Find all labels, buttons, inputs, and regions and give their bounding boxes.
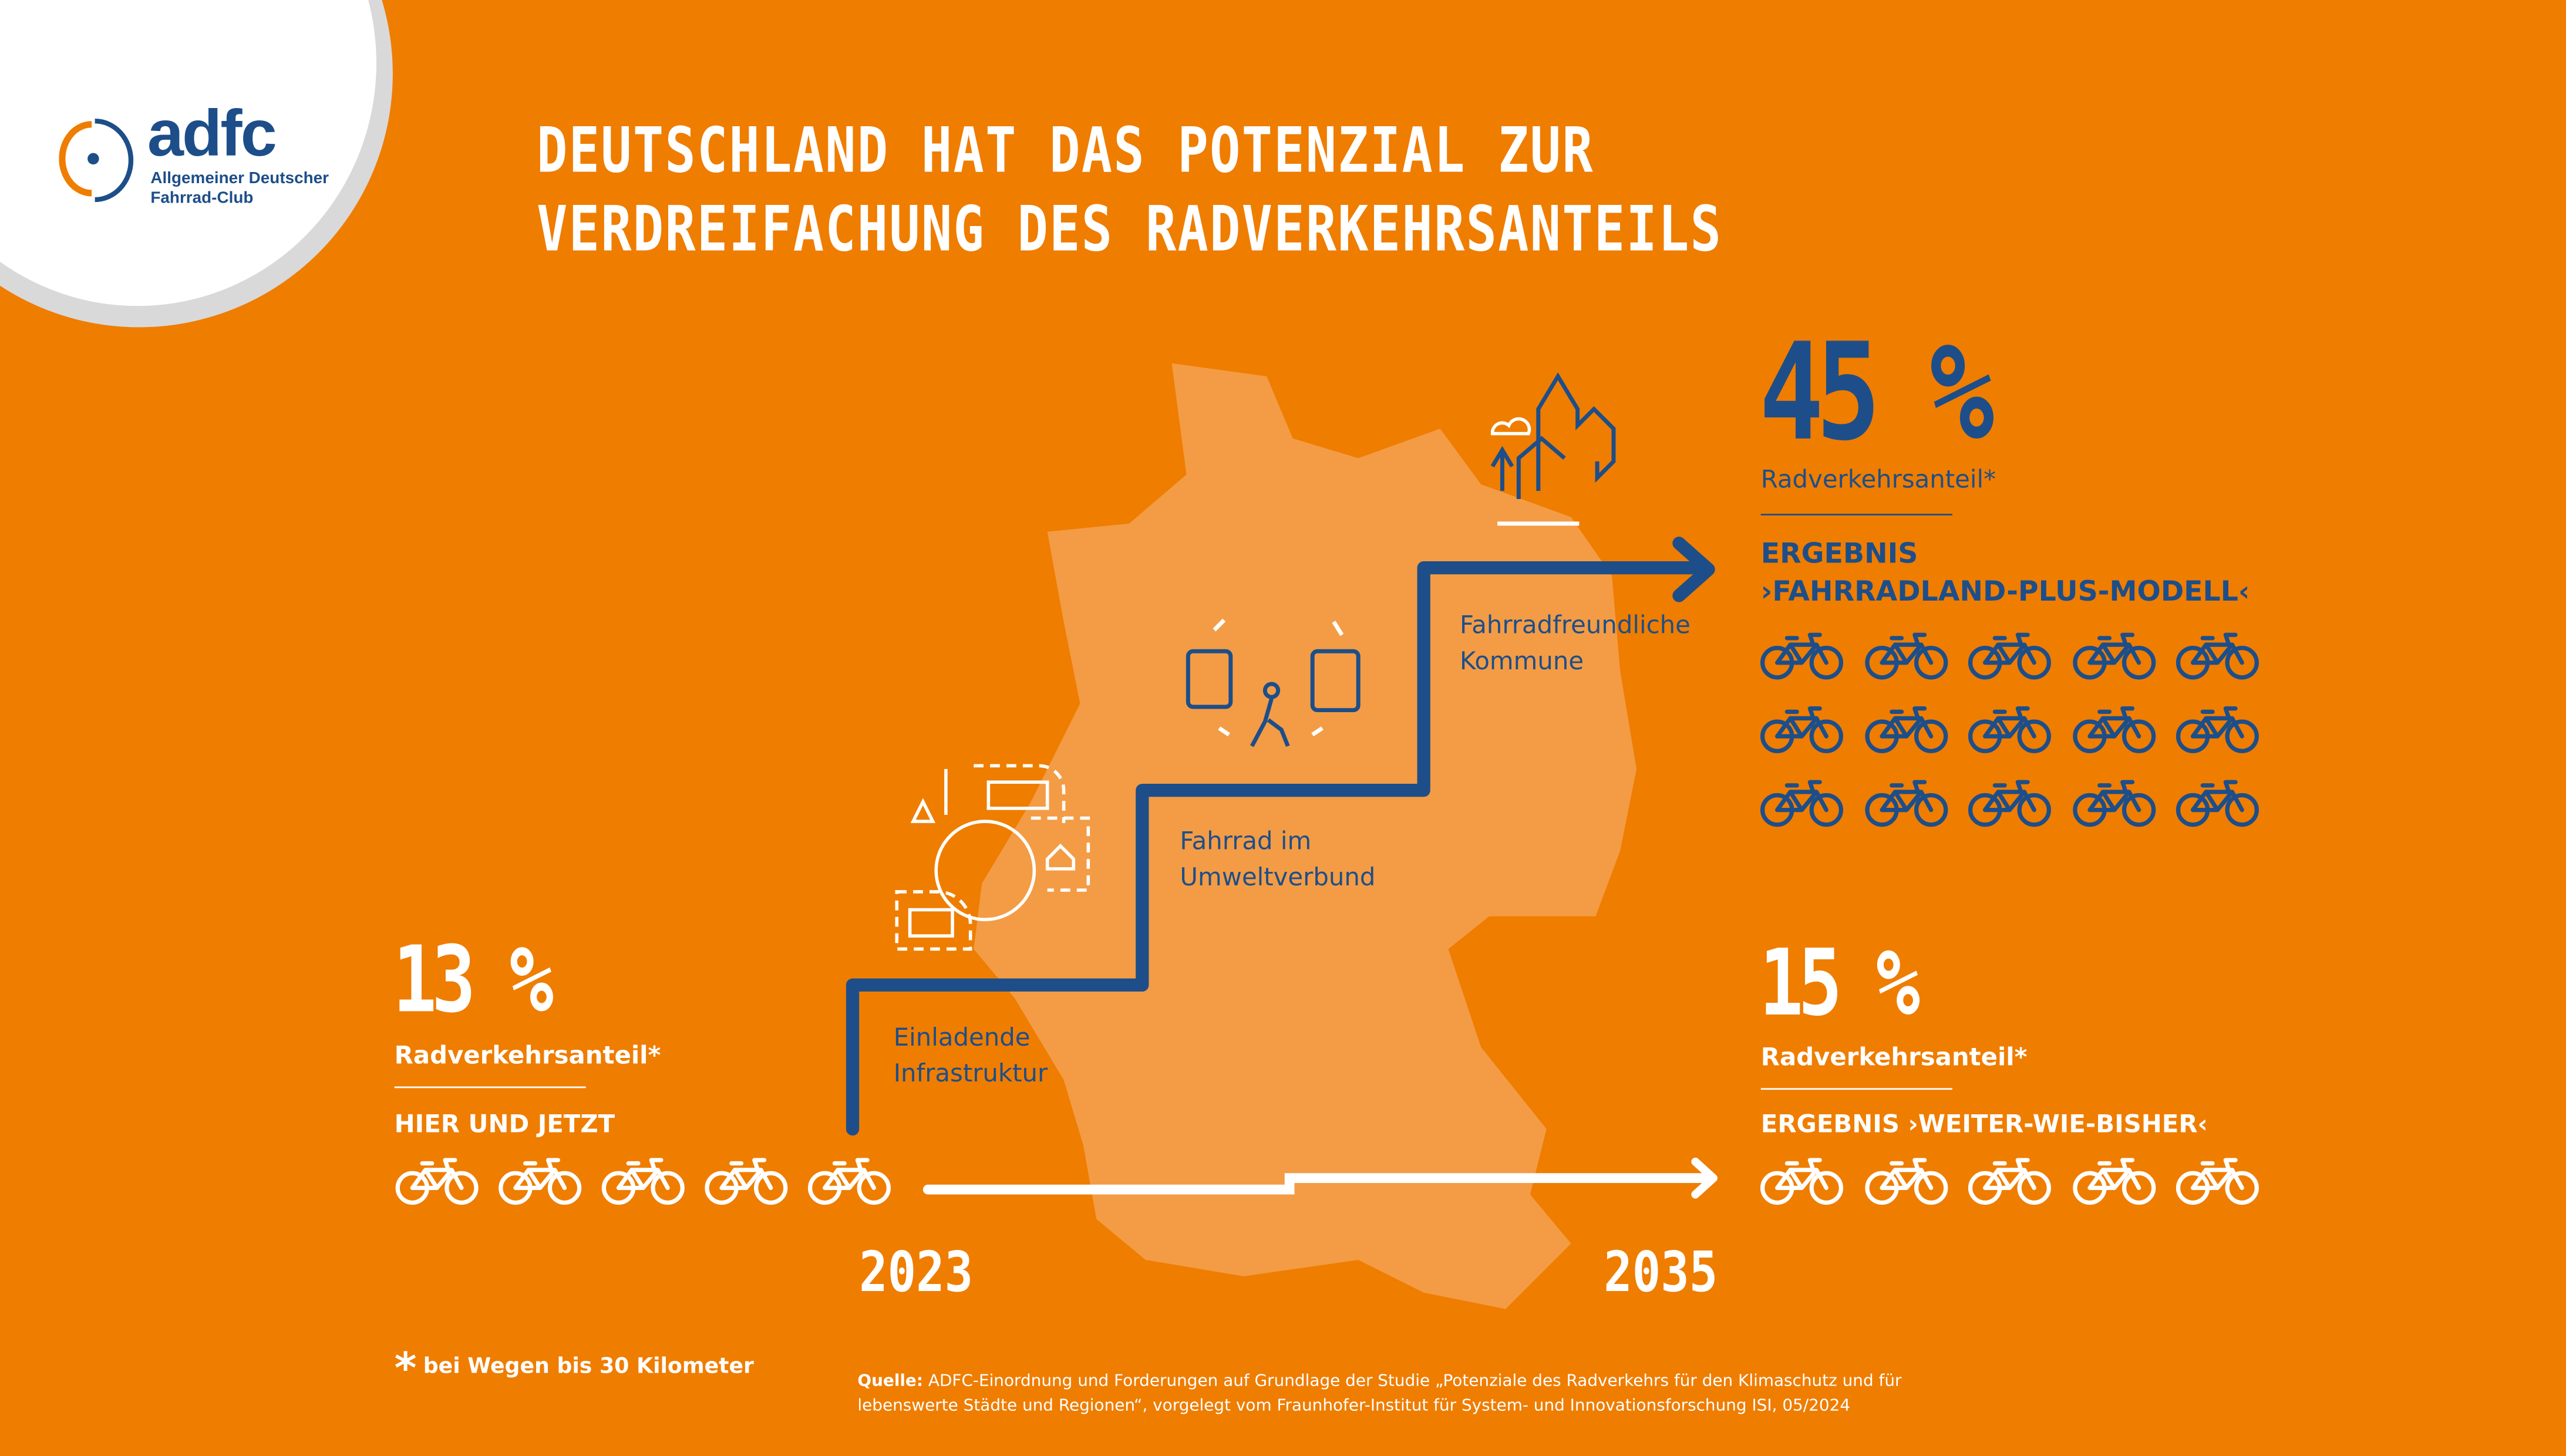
footnote: * bei Wegen bis 30 Kilometer (395, 1345, 754, 1394)
baseline-caption: ERGEBNIS ›WEITER-WIE-BISHER‹ (1760, 1109, 2208, 1139)
step-kommune: Fahrradfreundliche Kommune (1460, 607, 1691, 679)
bicycle-icon (807, 1155, 892, 1208)
bicycle-icon (2071, 703, 2156, 756)
bicycle-icon (1863, 630, 1948, 682)
bicycle-icon (2175, 777, 2260, 830)
baseline-arrowhead (1691, 1157, 1718, 1199)
growth-arrowhead (1672, 537, 1715, 602)
umweltverbund-icon (1186, 618, 1361, 747)
infrastructure-icon (895, 764, 1090, 951)
germany-map (974, 363, 1636, 1309)
bicycle-icon (703, 1155, 789, 1208)
divider (394, 1086, 586, 1088)
bicycle-icon (601, 1155, 686, 1208)
source-label: Quelle: (857, 1373, 923, 1391)
growth-staircase (846, 561, 1709, 1136)
bicycle-icon (2071, 1155, 2156, 1208)
logo-subtitle-line2: Fahrrad-Club (150, 190, 254, 208)
step-infrastructure: Einladende Infrastruktur (894, 1019, 1048, 1091)
bicycle-icon (1967, 630, 2052, 682)
bicycle-icon (1759, 1155, 1844, 1208)
bicycle-icon (2071, 777, 2156, 830)
step-label: Umweltverbund (1180, 862, 1376, 892)
plus-model-caption: ERGEBNIS ›FAHRRADLAND-PLUS-MODELL‹ (1761, 537, 2250, 612)
bicycle-icon (1863, 1155, 1948, 1208)
divider (1760, 1088, 1952, 1090)
bicycle-icon (2175, 630, 2260, 682)
footnote-text: bei Wegen bis 30 Kilometer (423, 1354, 754, 1380)
year-start: 2023 (859, 1240, 974, 1306)
source-note: Quelle: ADFC-Einordnung und Forderungen … (857, 1370, 2003, 1419)
title-line1: DEUTSCHLAND HAT DAS POTENZIAL ZUR (537, 114, 1594, 187)
footnote-star: * (394, 1344, 417, 1394)
source-text: ADFC-Einordnung und Forderungen auf Grun… (857, 1373, 1902, 1415)
step-label: Kommune (1460, 646, 1584, 676)
bicycle-icon (2175, 703, 2260, 756)
page-title: DEUTSCHLAND HAT DAS POTENZIAL ZUR VERDREI… (537, 112, 1722, 269)
kommune-icon (1490, 372, 1616, 526)
bicycle-icon (1759, 630, 1844, 682)
baseline-line (922, 1173, 1715, 1195)
plus-model-share-label: Radverkehrsanteil* (1760, 464, 1996, 494)
bicycle-icon (1863, 777, 1948, 830)
step-umweltverbund: Fahrrad im Umweltverbund (1180, 823, 1375, 895)
baseline-share-value: 15 % (1759, 931, 1920, 1037)
step-label: Fahrrad im (1180, 826, 1312, 856)
bicycle-icon (1863, 703, 1948, 756)
logo-subtitle-line1: Allgemeiner Deutscher (150, 170, 329, 188)
step-label: Fahrradfreundliche (1460, 610, 1691, 640)
bicycle-icon (395, 1155, 480, 1208)
bicycle-icon (1759, 703, 1844, 756)
current-share-label: Radverkehrsanteil* (394, 1040, 661, 1070)
bicycle-icon (1967, 703, 2052, 756)
current-caption: HIER UND JETZT (394, 1109, 615, 1139)
plus-model-caption-line1: ERGEBNIS (1760, 538, 1918, 571)
bicycle-icon (1967, 1155, 2052, 1208)
title-line2: VERDREIFACHUNG DES RADVERKEHRSANTEILS (537, 193, 1723, 265)
logo-subtitle: Allgemeiner Deutscher Fahrrad-Club (150, 170, 331, 210)
divider (1760, 514, 1952, 515)
step-label: Infrastruktur (893, 1059, 1048, 1088)
baseline-share-label: Radverkehrsanteil* (1760, 1042, 2028, 1072)
current-share-value: 13 % (392, 928, 554, 1034)
bicycle-icon (2175, 1155, 2260, 1208)
bicycle-icon (1759, 777, 1844, 830)
year-end: 2035 (1604, 1240, 1718, 1306)
bicycle-icon (2071, 630, 2156, 682)
adfc-wheel-icon (59, 119, 134, 203)
step-label: Einladende (893, 1022, 1031, 1053)
bicycle-icon (497, 1155, 582, 1208)
plus-model-caption-line2: ›FAHRRADLAND-PLUS-MODELL‹ (1760, 576, 2250, 609)
plus-model-share-value: 45 % (1759, 315, 1994, 471)
logo-wordmark: adfc (147, 98, 277, 170)
bicycle-icon (1967, 777, 2052, 830)
